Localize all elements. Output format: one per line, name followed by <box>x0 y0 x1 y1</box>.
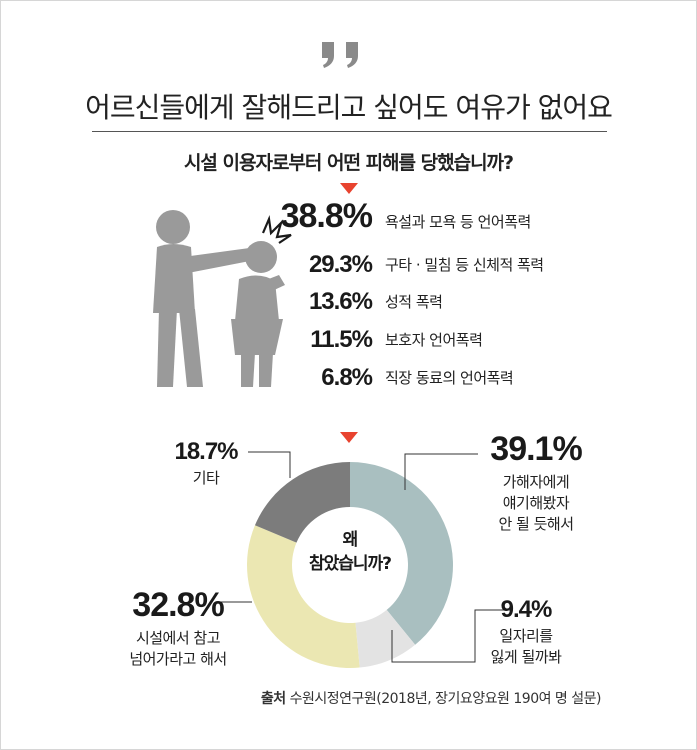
harm-row: 11.5% 보호자 언어폭력 <box>280 318 600 354</box>
callout-yellow-value: 32.8% <box>132 586 224 624</box>
headline-divider <box>92 131 607 132</box>
why-question-line-1: 왜 <box>342 530 359 550</box>
harm-value: 6.8% <box>321 364 373 391</box>
callout-blue-value: 39.1% <box>490 430 582 468</box>
donut-chart <box>247 462 453 668</box>
donut-slice-yellow <box>247 525 360 668</box>
down-triangle-icon <box>340 183 358 194</box>
callout-blue: 39.1% 가해자에게 얘기해봤자 안 될 듯해서 <box>476 432 596 535</box>
callout-yellow: 32.8% 시설에서 참고 넘어가라고 해서 <box>108 588 248 670</box>
callout-blue-label-1: 가해자에게 <box>502 473 570 491</box>
down-triangle-icon <box>340 432 358 443</box>
harm-row: 29.3% 구타 · 밀침 등 신체적 폭력 <box>280 243 600 279</box>
callout-lightgray-label-1: 일자리를 <box>499 627 553 645</box>
harm-label: 욕설과 모욕 등 언어폭력 <box>385 213 531 231</box>
donut-slice-darkgray <box>254 462 350 543</box>
assault-figure-icon <box>153 210 292 387</box>
harm-value: 13.6% <box>308 288 373 315</box>
harm-label: 성적 폭력 <box>385 293 443 311</box>
donut-slice-blue <box>350 462 453 645</box>
harm-value: 11.5% <box>310 326 373 353</box>
harm-label: 직장 동료의 언어폭력 <box>385 369 514 387</box>
source-note: 출처 수원시정연구원(2018년, 장기요양요원 190여 명 설문) <box>260 688 602 708</box>
callout-darkgray: 18.7% 기타 <box>166 440 246 489</box>
harm-value: 29.3% <box>308 251 373 278</box>
source-label: 출처 <box>260 691 286 707</box>
source-text: 수원시정연구원(2018년, 장기요양요원 190여 명 설문) <box>289 691 602 707</box>
quote-icon <box>322 42 358 68</box>
callout-yellow-label-1: 시설에서 참고 <box>135 629 221 647</box>
harm-row: 6.8% 직장 동료의 언어폭력 <box>280 356 600 392</box>
callout-darkgray-label-1: 기타 <box>192 469 220 487</box>
callout-blue-label-3: 안 될 듯해서 <box>498 515 574 533</box>
harm-label: 구타 · 밀침 등 신체적 폭력 <box>385 256 544 274</box>
callout-lightgray-label-2: 잃게 될까봐 <box>490 648 562 666</box>
callout-blue-label-2: 얘기해봤자 <box>502 494 570 512</box>
harm-value: 38.8% <box>280 197 373 235</box>
why-question-line-2: 참았습니까? <box>308 554 392 574</box>
harm-question-title: 시설 이용자로부터 어떤 피해를 당했습니까? <box>183 152 514 174</box>
headline: 어르신들에게 잘해드리고 싶어도 여유가 없어요 <box>85 91 613 124</box>
callout-yellow-label-2: 넘어가라고 해서 <box>129 650 227 668</box>
harm-label: 보호자 언어폭력 <box>385 331 483 349</box>
harm-row: 38.8% 욕설과 모욕 등 언어폭력 <box>280 197 600 236</box>
callout-lightgray-value: 9.4% <box>500 596 553 623</box>
callout-lightgray: 9.4% 일자리를 잃게 될까봐 <box>476 598 576 668</box>
callout-darkgray-value: 18.7% <box>174 438 238 465</box>
donut-center-title: 왜 참았습니까? <box>285 528 415 576</box>
harm-row: 13.6% 성적 폭력 <box>280 280 600 316</box>
